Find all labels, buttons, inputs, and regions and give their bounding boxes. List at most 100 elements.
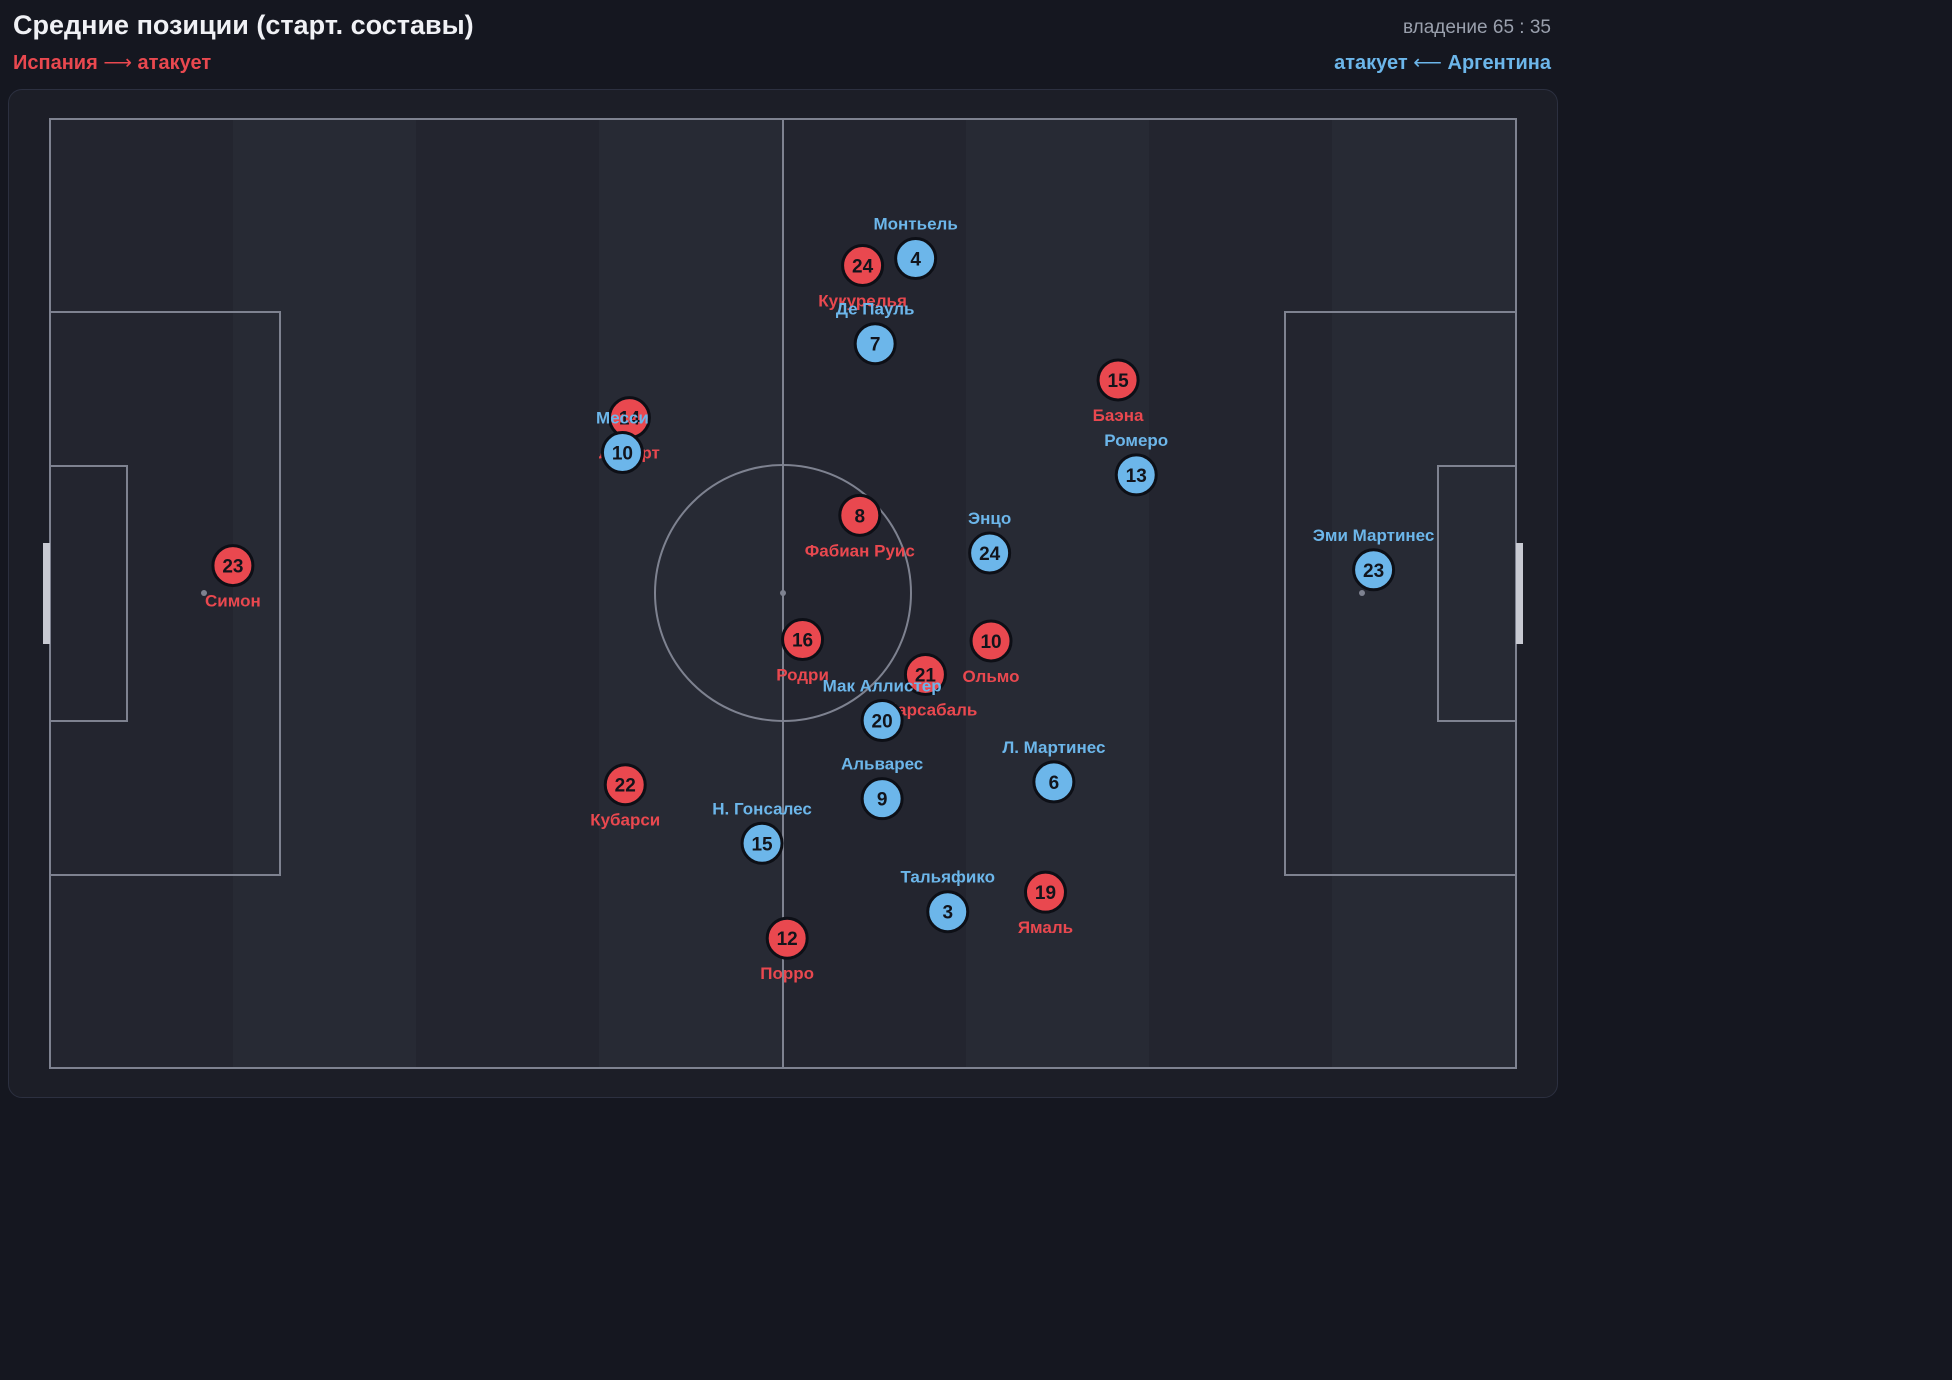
home-player-dot	[838, 493, 882, 537]
away-player-marker: 10 Месси	[596, 409, 649, 475]
home-player-number: 24	[852, 257, 874, 278]
home-player-marker: 15 Баэна	[1093, 358, 1144, 425]
home-player-marker: 16 Родри	[776, 618, 829, 685]
pitch-stripe	[233, 119, 416, 1068]
home-player-name: Родри	[776, 666, 829, 685]
away-player-marker: 3 Тальяфико	[900, 868, 995, 934]
away-player-marker: 7 Де Пауль	[836, 300, 915, 366]
home-player-dot	[603, 763, 647, 807]
home-player-dot	[1023, 870, 1067, 914]
home-player-name: Фабиан Руис	[805, 541, 915, 560]
home-player-dot	[1096, 358, 1140, 402]
home-team-direction: Испания ⟶ атакует	[13, 50, 211, 75]
pitch-diagram: 23Симон24Кукурелья14Лапорт15Баэна8Фабиан…	[43, 118, 1523, 1069]
home-player-dot	[969, 619, 1013, 663]
away-player-marker: 24 Энцо	[968, 509, 1012, 575]
home-player-name: Кубарси	[590, 811, 660, 830]
away-player-name: Тальяфико	[900, 868, 995, 887]
away-player-name: Энцо	[968, 509, 1011, 528]
away-player-dot	[1114, 453, 1158, 497]
pitch-stripe	[599, 119, 782, 1068]
away-player-number: 10	[612, 444, 633, 465]
home-player-dot	[765, 916, 809, 960]
home-player-number: 10	[980, 632, 1001, 653]
page-title: Средние позиции (старт. составы)	[13, 10, 474, 40]
away-player-marker: 6 Л. Мартинес	[1002, 738, 1105, 804]
home-player-number: 14	[619, 409, 641, 430]
away-player-name: Ромеро	[1104, 431, 1168, 450]
away-player-marker: 20 Мак Аллистер	[823, 676, 942, 742]
center-circle	[654, 464, 912, 722]
away-player-name: Де Пауль	[836, 300, 915, 319]
home-player-name: Порро	[760, 964, 814, 983]
home-player-dot	[781, 618, 825, 662]
home-player-dot	[211, 544, 255, 588]
center-spot	[780, 590, 786, 596]
away-player-name: Монтьель	[873, 215, 957, 234]
away-player-dot	[1352, 548, 1396, 592]
away-player-number: 9	[877, 790, 888, 811]
home-player-number: 21	[915, 665, 937, 686]
home-player-dot	[903, 652, 947, 696]
away-player-number: 7	[870, 335, 881, 356]
home-team-name: Испания	[13, 52, 98, 74]
away-player-marker: 13 Ромеро	[1104, 431, 1168, 497]
home-player-number: 16	[792, 631, 813, 652]
away-player-number: 23	[1363, 561, 1384, 582]
away-player-dot	[1032, 760, 1076, 804]
away-player-number: 6	[1049, 773, 1060, 794]
left-goal	[43, 543, 50, 644]
left-penalty-spot	[201, 590, 207, 596]
away-player-name: Месси	[596, 409, 649, 428]
away-player-marker: 9 Альварес	[841, 755, 923, 821]
away-player-name: Эми Мартинес	[1313, 526, 1435, 545]
away-player-dot	[926, 890, 970, 934]
possession-stat: владение 65 : 35	[1402, 17, 1551, 38]
home-attack-text: атакует	[137, 52, 212, 74]
home-player-dot	[841, 244, 885, 288]
away-player-dot	[860, 698, 904, 742]
away-player-marker: 15 Н. Гонсалес	[712, 799, 812, 865]
away-player-name: Л. Мартинес	[1002, 738, 1105, 757]
home-player-number: 19	[1035, 883, 1056, 904]
away-team-direction: атакует ⟵ Аргентина	[1334, 50, 1551, 75]
away-player-marker: 4 Монтьель	[873, 215, 958, 281]
home-player-number: 23	[222, 557, 243, 578]
away-player-dot	[600, 431, 644, 475]
home-player-number: 22	[615, 776, 636, 797]
away-player-number: 3	[942, 903, 953, 924]
away-team-name: Аргентина	[1447, 52, 1552, 74]
home-player-name: Баэна	[1093, 406, 1144, 425]
player-markers: 23Симон24Кукурелья14Лапорт15Баэна8Фабиан…	[205, 215, 1434, 984]
home-player-name: Ямаль	[1018, 918, 1073, 937]
away-player-dot	[740, 821, 784, 865]
away-attack-arrow: ⟵	[1413, 52, 1442, 74]
home-player-number: 12	[777, 929, 798, 950]
away-player-name: Альварес	[841, 755, 923, 774]
away-player-marker: 23 Эми Мартинес	[1313, 526, 1435, 592]
home-player-marker: 22 Кубарси	[590, 763, 660, 830]
home-player-name: Ольмо	[963, 667, 1020, 686]
away-player-number: 15	[751, 834, 773, 855]
home-player-marker: 12 Порро	[760, 916, 814, 983]
right-goal	[1516, 543, 1523, 644]
home-player-number: 15	[1108, 371, 1130, 392]
home-attack-arrow: ⟶	[103, 52, 132, 74]
away-player-dot	[853, 322, 897, 366]
home-player-marker: 24 Кукурелья	[818, 244, 907, 311]
away-player-number: 24	[979, 544, 1001, 565]
away-player-number: 4	[910, 250, 921, 271]
away-attack-text: атакует	[1334, 52, 1408, 74]
home-player-name: Симон	[205, 592, 261, 611]
home-player-marker: 8 Фабиан Руис	[805, 493, 915, 560]
home-player-marker: 19 Ямаль	[1018, 870, 1073, 937]
home-player-marker: 10 Ольмо	[963, 619, 1020, 686]
away-player-name: Н. Гонсалес	[712, 799, 812, 818]
away-player-dot	[968, 531, 1012, 575]
away-player-name: Мак Аллистер	[823, 676, 942, 695]
home-player-marker: 23 Симон	[205, 544, 261, 611]
away-player-number: 20	[872, 711, 893, 732]
right-penalty-spot	[1359, 590, 1365, 596]
home-player-name: Кукурелья	[818, 292, 907, 311]
away-player-number: 13	[1126, 466, 1147, 487]
